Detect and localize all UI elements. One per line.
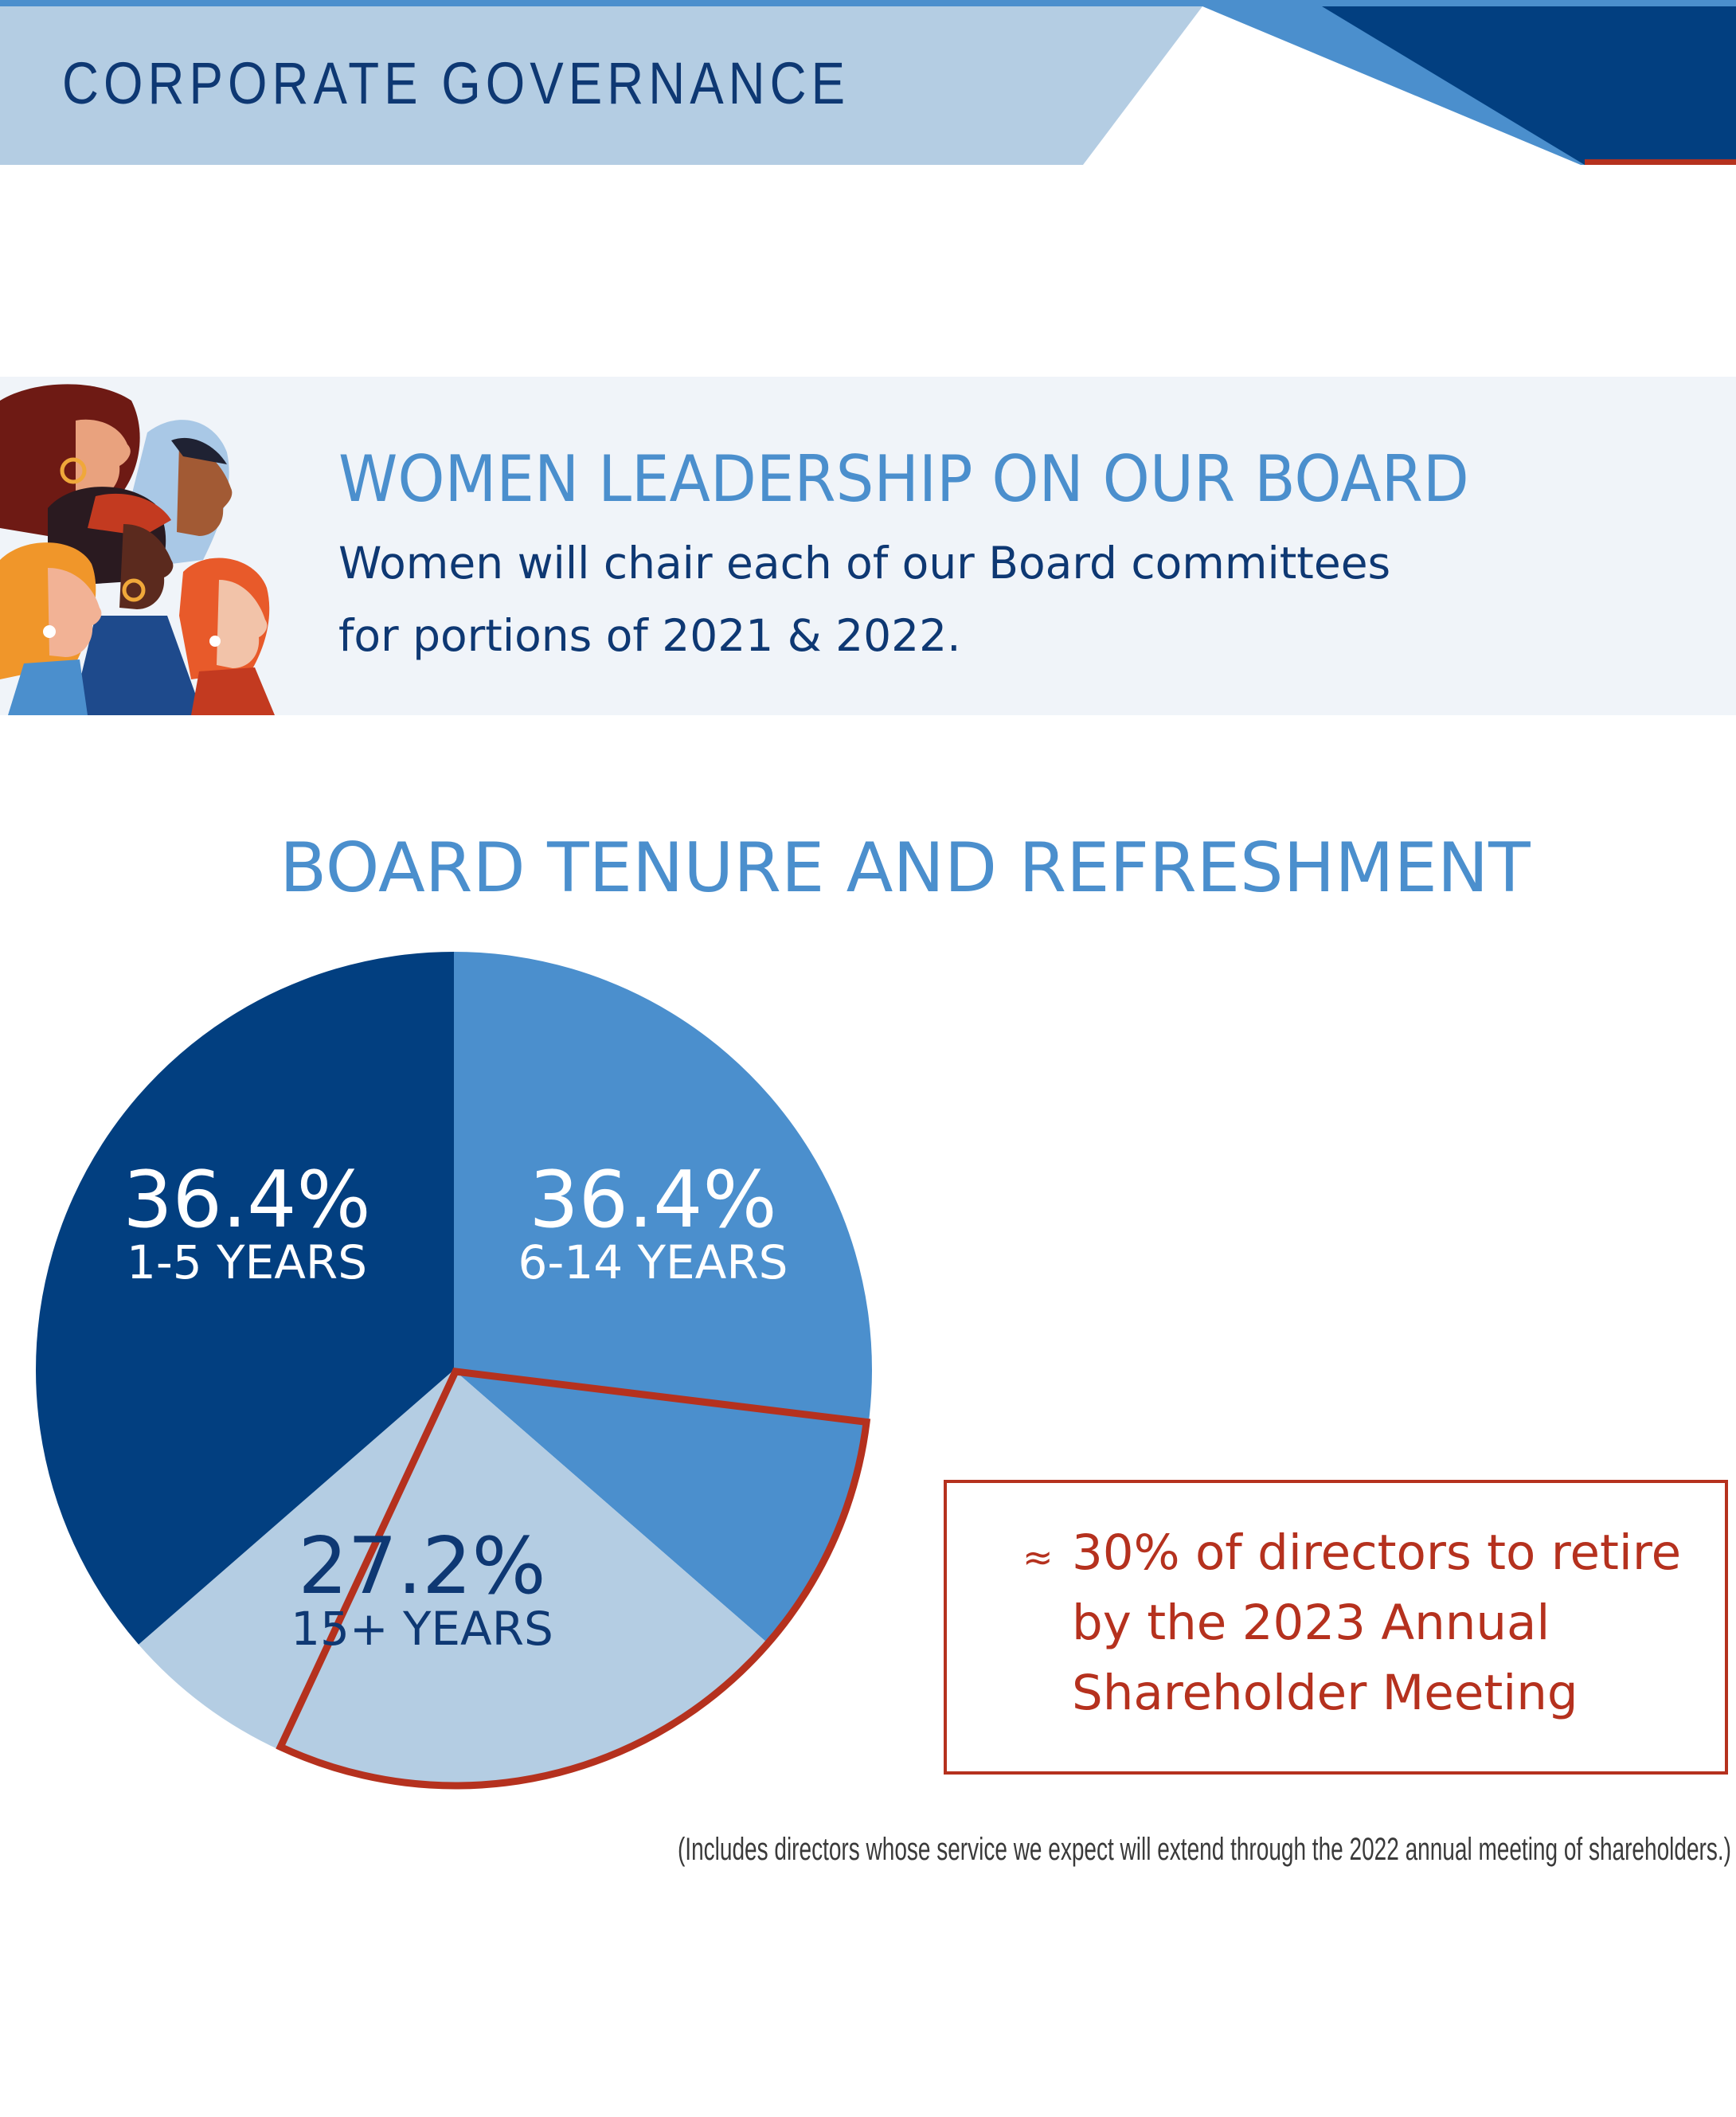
women-leadership-subtitle-line-1: Women will chair each of our Board commi… — [338, 538, 1391, 589]
page-header: CORPORATE GOVERNANCE — [0, 0, 1736, 167]
pie-slice-1-5-years — [35, 952, 454, 1645]
pie-label-percent-6-14-years: 36.4% — [529, 1155, 776, 1246]
pie-label-percent-15-years: 27.2% — [298, 1521, 545, 1612]
header-light-band — [0, 6, 1202, 165]
pie-slice-6-14-years — [454, 952, 873, 1645]
section-title: CORPORATE GOVERNANCE — [62, 50, 850, 116]
retirement-annotation-line-3: Shareholder Meeting — [1072, 1665, 1578, 1721]
retirement-annotation-box: ≈ 30% of directors to retire by the 2023… — [944, 1480, 1728, 1775]
women-leadership-title: WOMEN LEADERSHIP ON OUR BOARD — [338, 442, 1469, 516]
header-top-rule — [0, 0, 1736, 6]
women-profiles-illustration — [0, 384, 275, 715]
pie-slice-15-years — [139, 1370, 769, 1788]
header-banner-shapes — [0, 0, 1736, 165]
chart-title: BOARD TENURE AND REFRESHMENT — [280, 828, 1531, 908]
header-dark-band — [1322, 6, 1736, 165]
header-accent-rule — [1585, 159, 1736, 165]
pie-label-category-6-14-years: 6-14 YEARS — [518, 1235, 788, 1289]
chart-footnote: (Includes directors whose service we exp… — [678, 1832, 1731, 1867]
retirement-highlight-outline — [276, 1368, 871, 1790]
pie-label-category-1-5-years: 1-5 YEARS — [127, 1235, 367, 1289]
pie-label-category-15-years: 15+ YEARS — [291, 1602, 553, 1656]
retirement-annotation-line-1: 30% of directors to retire — [1072, 1524, 1682, 1581]
approx-symbol: ≈ — [1022, 1536, 1054, 1579]
pie-label-percent-1-5-years: 36.4% — [123, 1155, 370, 1246]
retirement-annotation-line-2: by the 2023 Annual — [1072, 1595, 1550, 1651]
women-leadership-subtitle-line-2: for portions of 2021 & 2022. — [338, 610, 961, 661]
women-leadership-banner: WOMEN LEADERSHIP ON OUR BOARD Women will… — [0, 377, 1736, 715]
